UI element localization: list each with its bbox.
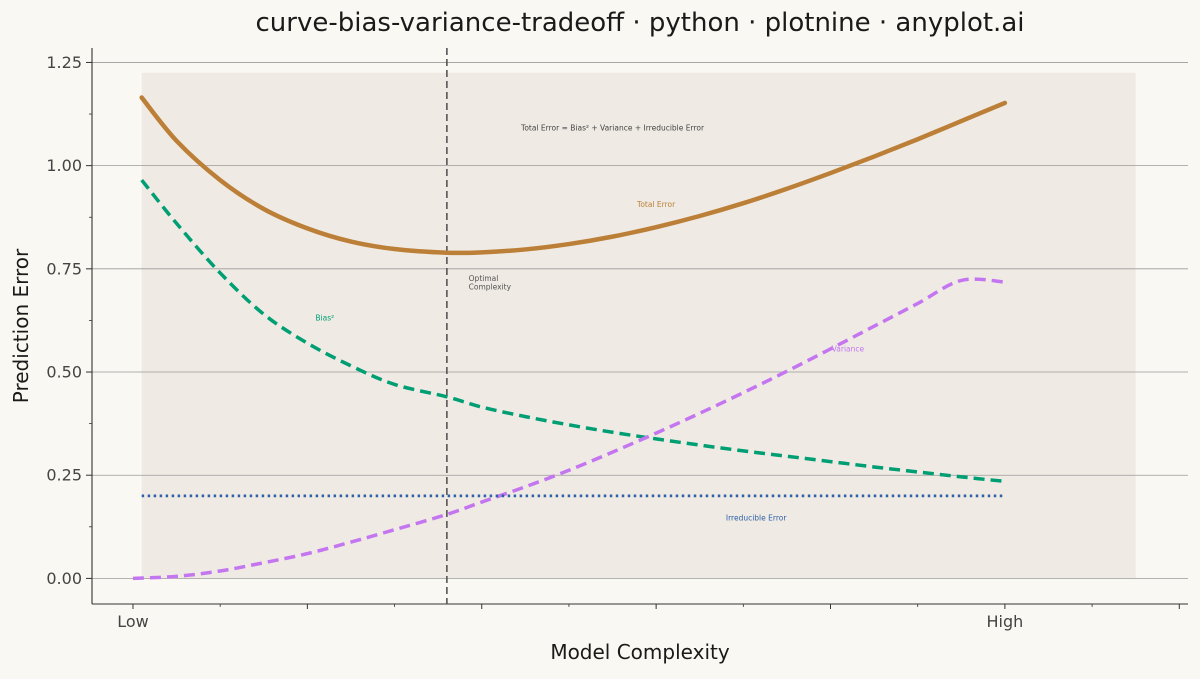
shaded-region — [141, 72, 1136, 579]
x-tick-label-1: High — [987, 612, 1024, 631]
y-tick-label-5: 1.25 — [46, 53, 82, 72]
y-tick-label-1: 0.25 — [46, 466, 82, 485]
plot-panel: 0.00 0.25 0.50 0.75 1.00 1.25 Low High Total Err… — [46, 48, 1188, 631]
y-tick-label-3: 0.75 — [46, 259, 82, 278]
x-axis-title: Model Complexity — [550, 640, 730, 664]
y-tick-label-2: 0.50 — [46, 363, 82, 382]
x-tick-label-0: Low — [117, 612, 149, 631]
series-line-total-error — [139, 95, 1008, 256]
annotation-2: Optimal — [469, 274, 499, 283]
annotation-3: Complexity — [469, 282, 512, 291]
chart-title: curve-bias-variance-tradeoff · python · … — [256, 8, 1025, 38]
series-line-variance — [132, 277, 1006, 581]
annotation-6: Irreducible Error — [726, 514, 787, 523]
y-tick-label-4: 1.00 — [46, 156, 82, 175]
y-tick-label-0: 0.00 — [46, 569, 82, 588]
annotation-4: Bias² — [315, 313, 334, 322]
annotation-5: Variance — [832, 344, 865, 353]
annotation-0: Total Error = Bias² + Variance + Irreduc… — [520, 124, 705, 133]
series-line-bias — [140, 178, 1006, 484]
y-axis-title: Prediction Error — [9, 248, 33, 403]
annotation-1: Total Error — [636, 200, 676, 209]
